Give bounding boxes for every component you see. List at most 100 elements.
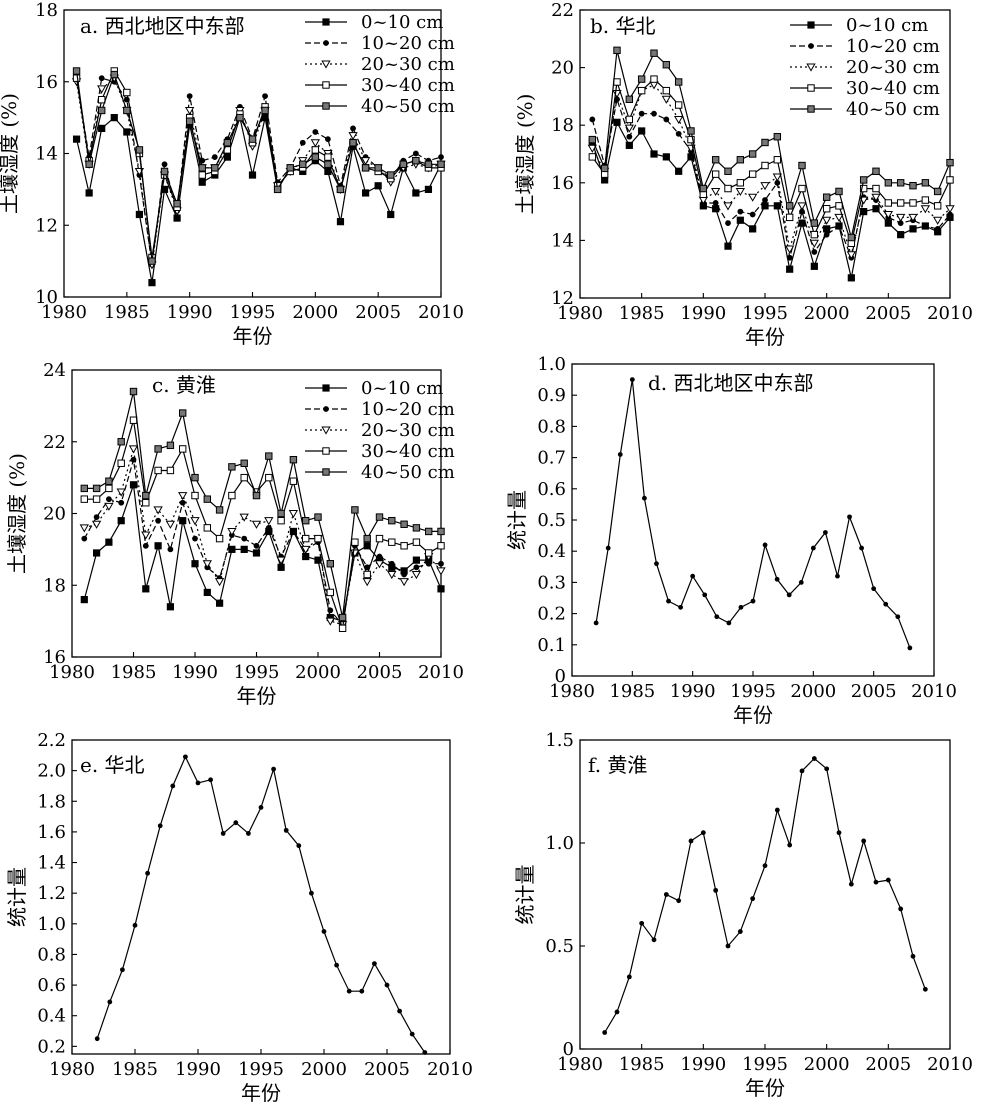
data-point bbox=[898, 906, 904, 912]
data-point bbox=[289, 477, 298, 485]
data-point bbox=[195, 780, 201, 786]
legend-label: 0~10 cm bbox=[846, 15, 928, 36]
data-point bbox=[798, 219, 806, 227]
data-point bbox=[750, 896, 756, 902]
data-point bbox=[203, 524, 212, 532]
x-tick-label: 2005 bbox=[865, 1054, 911, 1075]
data-point bbox=[361, 189, 370, 197]
data-point bbox=[687, 135, 695, 144]
y-tick-label: 14 bbox=[551, 230, 574, 251]
y-tick-label: 0.8 bbox=[537, 416, 566, 437]
data-point bbox=[349, 139, 357, 147]
data-point bbox=[617, 452, 623, 457]
data-point bbox=[173, 200, 181, 208]
data-point bbox=[761, 138, 769, 147]
data-point bbox=[662, 153, 670, 161]
data-point bbox=[301, 545, 311, 554]
data-point bbox=[248, 171, 257, 179]
data-point bbox=[725, 220, 731, 227]
data-point bbox=[687, 127, 695, 135]
x-tick-label: 1990 bbox=[670, 681, 716, 702]
data-point bbox=[650, 75, 658, 83]
legend-marker bbox=[807, 84, 815, 92]
data-point bbox=[123, 106, 131, 115]
y-tick-label: 0.4 bbox=[37, 1006, 66, 1027]
data-point bbox=[773, 133, 782, 141]
data-point bbox=[872, 167, 880, 175]
data-point bbox=[363, 534, 371, 543]
data-point bbox=[135, 210, 143, 219]
data-point bbox=[178, 492, 188, 501]
y-tick-label: 1.4 bbox=[37, 853, 66, 874]
series-line bbox=[83, 484, 442, 622]
data-point bbox=[872, 205, 880, 213]
data-point bbox=[625, 115, 634, 124]
legend-marker bbox=[806, 63, 816, 72]
x-tick-label: 1980 bbox=[41, 302, 87, 323]
data-point bbox=[835, 573, 840, 579]
data-point bbox=[662, 86, 671, 95]
data-point bbox=[321, 929, 327, 934]
data-point bbox=[314, 513, 322, 521]
data-point bbox=[836, 223, 842, 229]
data-point bbox=[624, 124, 634, 133]
legend-marker bbox=[323, 40, 329, 46]
data-point bbox=[737, 208, 744, 215]
data-point bbox=[80, 484, 88, 493]
data-point bbox=[92, 495, 101, 503]
data-point bbox=[675, 167, 683, 175]
data-point bbox=[946, 176, 954, 184]
data-point bbox=[762, 197, 768, 203]
y-tick-label: 22 bbox=[551, 0, 574, 21]
data-point bbox=[772, 173, 782, 182]
chart-panel-c: 1980 1985 1990 1995 2000 2005 2010 16 18 20 22 24 年份… bbox=[5, 360, 464, 708]
x-tick-label: 2000 bbox=[790, 681, 836, 702]
data-point bbox=[374, 560, 385, 569]
x-tick-label: 2010 bbox=[911, 681, 957, 702]
data-point bbox=[214, 578, 225, 587]
data-point bbox=[273, 185, 282, 194]
y-tick-label: 0.6 bbox=[37, 975, 66, 996]
data-point bbox=[359, 988, 365, 994]
legend-label: 40~50 cm bbox=[361, 462, 455, 483]
data-point bbox=[699, 184, 708, 193]
y-axis-title: 统计量 bbox=[513, 865, 537, 925]
x-tick-label: 1985 bbox=[104, 302, 150, 323]
data-point bbox=[129, 481, 138, 489]
data-point bbox=[265, 473, 273, 482]
data-point bbox=[409, 1031, 415, 1037]
x-tick-label: 2010 bbox=[427, 1059, 473, 1080]
data-point bbox=[625, 95, 634, 103]
data-point bbox=[240, 459, 248, 467]
legend-marker bbox=[322, 468, 330, 476]
legend-marker bbox=[807, 21, 815, 29]
chart-panel-a: 1980 1985 1990 1995 2000 2005 20101012141618年份… bbox=[0, 0, 464, 348]
x-tick-label: 1980 bbox=[49, 662, 95, 683]
data-point bbox=[774, 807, 780, 813]
data-point bbox=[384, 982, 390, 988]
data-point bbox=[711, 187, 721, 197]
data-point bbox=[157, 823, 163, 829]
data-point bbox=[376, 553, 383, 560]
data-point bbox=[859, 545, 864, 551]
data-point bbox=[650, 49, 658, 57]
legend-label: 30~40 cm bbox=[361, 75, 455, 96]
y-tick-label: 10 bbox=[35, 287, 58, 308]
y-tick-label: 1.6 bbox=[37, 822, 66, 843]
data-point bbox=[688, 838, 694, 844]
data-point bbox=[324, 153, 332, 161]
data-point bbox=[85, 189, 93, 197]
data-point bbox=[277, 509, 285, 518]
data-point bbox=[399, 160, 408, 168]
data-point bbox=[412, 524, 421, 532]
x-tick-label: 2000 bbox=[804, 303, 850, 324]
data-point bbox=[198, 164, 206, 172]
data-point bbox=[227, 527, 237, 537]
data-point bbox=[639, 920, 645, 926]
y-tick-label: 0.2 bbox=[37, 1036, 66, 1057]
data-point bbox=[142, 499, 150, 507]
x-tick-label: 1990 bbox=[172, 662, 218, 683]
data-point bbox=[724, 242, 732, 250]
